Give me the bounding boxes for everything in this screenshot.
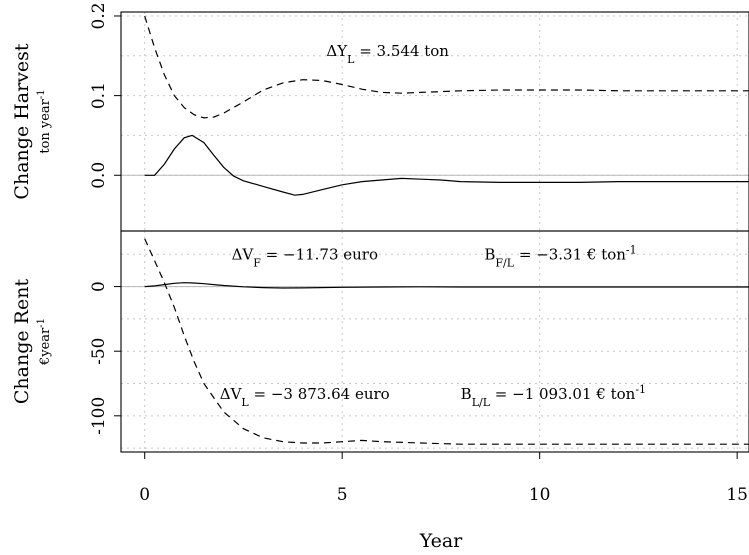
y-tick-label: 0.1	[89, 82, 109, 109]
x-tick-label: 10	[529, 485, 551, 505]
x-tick-label: 15	[726, 485, 748, 505]
top-panel: 0.0 0.1 0.2 ΔYL = 3.544 ton	[89, 2, 749, 232]
y-axis-title: Change Harvest	[11, 43, 33, 199]
annotation-delta-yl: ΔYL = 3.544 ton	[326, 42, 449, 66]
x-axis-title: Year	[419, 530, 463, 552]
x-tick-label: 0	[139, 485, 150, 505]
series-line-solid	[144, 282, 749, 289]
y-axis-unit: ton year-1	[36, 89, 54, 153]
bottom-panel: 0 -50 -100 ΔVF = −11.73 euro BF/L = −3.31 € …	[89, 230, 749, 453]
annotation-b-fl: BF/L = −3.31 € ton-1	[484, 243, 636, 269]
y-tick-label: -100	[89, 397, 109, 435]
y-tick-label: -50	[89, 337, 109, 364]
y-tick-label: 0	[89, 281, 109, 292]
panel-frame	[120, 230, 749, 453]
x-tick-label: 5	[337, 485, 348, 505]
y-axis-unit: €year-1	[36, 318, 54, 366]
series-line-solid	[144, 134, 749, 196]
x-axis: 0 5 10 15 Year	[139, 452, 748, 552]
annotation-delta-vf: ΔVF = −11.73 euro	[232, 245, 378, 269]
y-tick-label: 0.2	[89, 2, 109, 29]
series-line-dashed	[144, 238, 749, 445]
annotation-delta-vl: ΔVL = −3 873.64 euro	[220, 385, 390, 409]
y-tick-label: 0.0	[89, 162, 109, 189]
series-line-dashed	[144, 15, 749, 119]
y-axis-title: Change Rent	[11, 279, 33, 405]
annotation-b-ll: BL/L = −1 093.01 € ton-1	[461, 383, 646, 409]
y-axis-titles: Change Harvest ton year-1 Change Rent €year…	[11, 43, 53, 404]
